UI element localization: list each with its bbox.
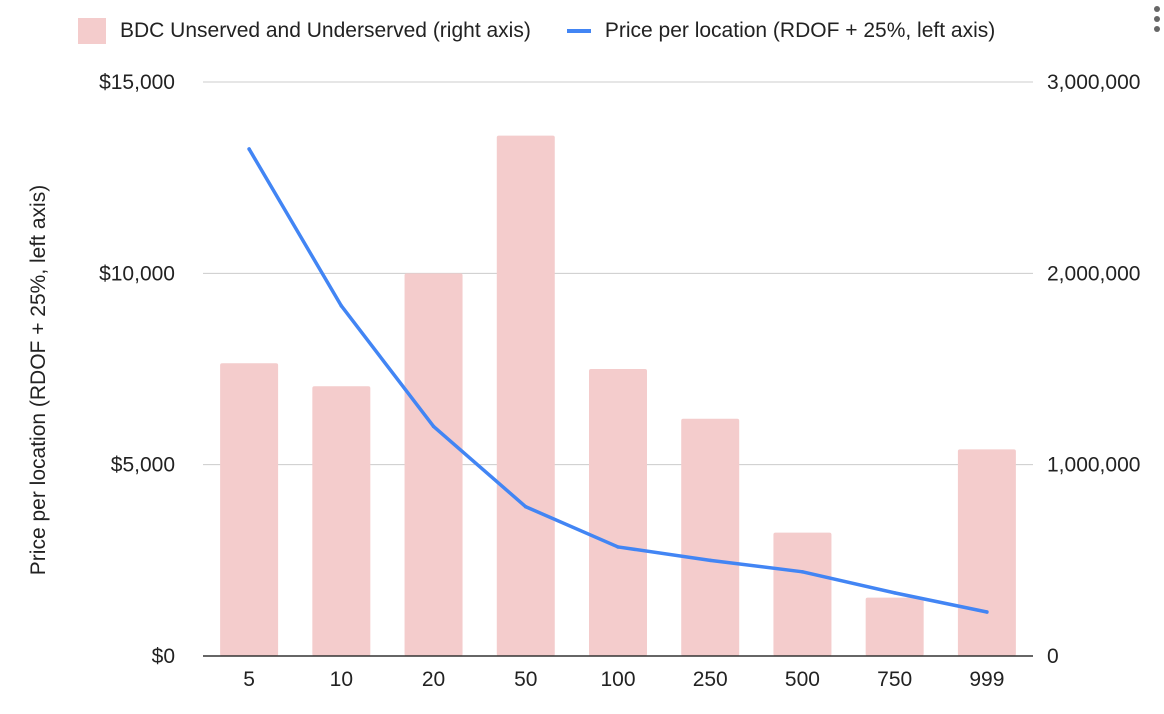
x-tick-label: 750 [877, 668, 912, 691]
bar [404, 273, 463, 656]
bar [681, 418, 740, 656]
bar [312, 386, 371, 656]
left-tick-label: $5,000 [111, 454, 175, 477]
line-point [708, 558, 712, 563]
right-tick-label: 2,000,000 [1047, 262, 1140, 285]
right-tick-label: 1,000,000 [1047, 454, 1140, 477]
line-point [339, 304, 344, 308]
right-tick-label: 0 [1047, 645, 1059, 668]
x-tick-label: 999 [969, 668, 1004, 691]
more-vert-icon[interactable] [1154, 6, 1162, 36]
legend-swatch-line [566, 29, 591, 33]
chart-legend: BDC Unserved and Underserved (right axis… [78, 18, 1031, 44]
x-tick-label: 10 [330, 668, 353, 691]
legend-label-price: Price per location (RDOF + 25%, left axi… [604, 19, 996, 42]
bar [220, 363, 279, 656]
bar [496, 135, 555, 656]
legend-item-price[interactable]: Price per location (RDOF + 25%, left axi… [566, 19, 996, 43]
left-tick-label: $15,000 [99, 71, 175, 94]
x-tick-label: 100 [600, 668, 635, 691]
line-point [985, 610, 989, 614]
x-tick-label: 20 [422, 668, 445, 691]
bar [589, 369, 647, 656]
right-tick-label: 3,000,000 [1047, 71, 1140, 94]
x-tick-label: 5 [243, 668, 255, 691]
legend-label-bdc: BDC Unserved and Underserved (right axis… [120, 19, 531, 42]
bar [865, 597, 924, 656]
x-tick-label: 500 [785, 668, 820, 691]
line-point [892, 591, 897, 595]
left-tick-label: $0 [152, 645, 175, 668]
line-point [800, 570, 805, 574]
line-point [247, 147, 251, 151]
legend-swatch-bar [78, 18, 106, 44]
bar [957, 449, 1016, 656]
x-tick-label: 250 [693, 668, 728, 691]
line-point [616, 545, 620, 549]
left-tick-label: $10,000 [99, 262, 175, 285]
x-tick-label: 50 [514, 668, 537, 691]
legend-item-bdc[interactable]: BDC Unserved and Underserved (right axis… [78, 18, 531, 44]
line-point [431, 424, 436, 429]
line-point [524, 505, 528, 509]
bar [773, 532, 832, 656]
